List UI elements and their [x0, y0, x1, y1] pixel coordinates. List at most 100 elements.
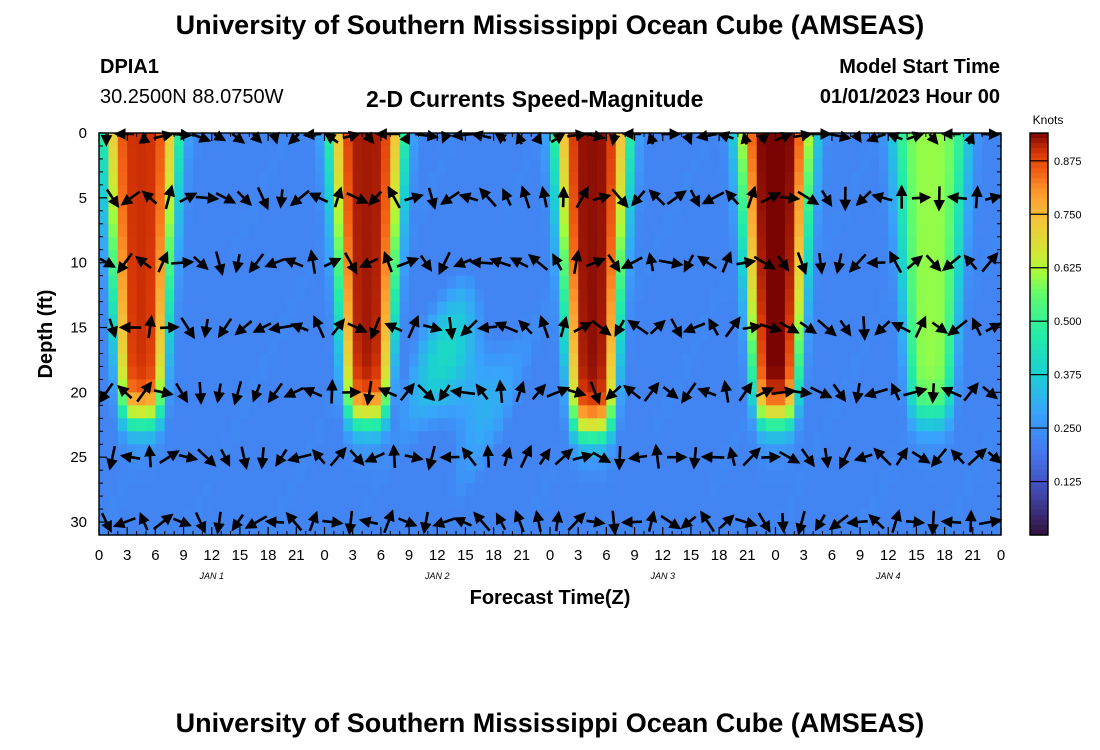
- heatmap-cell: [813, 431, 824, 445]
- heatmap-cell: [145, 340, 156, 355]
- heatmap-cell: [99, 470, 109, 484]
- heatmap-cell: [164, 392, 175, 406]
- heatmap-cell: [427, 470, 438, 484]
- heatmap-cell: [531, 431, 542, 445]
- heatmap-cell: [437, 275, 448, 290]
- heatmap-cell: [954, 288, 965, 303]
- heatmap-cell: [540, 145, 551, 160]
- heatmap-cell: [239, 392, 250, 406]
- heatmap-cell: [841, 405, 852, 419]
- heatmap-cell: [700, 275, 711, 290]
- heatmap-cell: [258, 392, 269, 406]
- heatmap-cell: [822, 379, 833, 393]
- heatmap-cell: [399, 275, 410, 290]
- heatmap-cell: [596, 353, 607, 368]
- heatmap-cell: [568, 145, 579, 160]
- heatmap-cell: [653, 522, 664, 536]
- heatmap-cell: [268, 275, 279, 290]
- heatmap-cell: [446, 314, 457, 329]
- heatmap-cell: [465, 314, 476, 329]
- heatmap-cell: [831, 483, 842, 497]
- heatmap-cell: [258, 340, 269, 355]
- colorbar-segment: [1030, 138, 1048, 144]
- heatmap-cell: [437, 379, 448, 393]
- current-vector: [404, 451, 424, 463]
- heatmap-cell: [728, 366, 739, 380]
- heatmap-cell: [907, 171, 918, 186]
- heatmap-cell: [145, 366, 156, 380]
- heatmap-cell: [192, 249, 203, 264]
- heatmap-cell: [145, 210, 156, 225]
- heatmap-cell: [399, 327, 410, 342]
- heatmap-cell: [860, 158, 871, 173]
- heatmap-cell: [474, 223, 485, 238]
- heatmap-cell: [108, 340, 119, 355]
- current-vector: [426, 187, 438, 211]
- heatmap-cell: [315, 210, 326, 225]
- heatmap-cell: [925, 197, 936, 212]
- heatmap-cell: [784, 301, 795, 316]
- colorbar-segment: [1030, 278, 1048, 285]
- heatmap-cell: [399, 197, 410, 212]
- heatmap-cell: [831, 288, 842, 303]
- heatmap-cell: [380, 340, 391, 355]
- heatmap-cell: [963, 158, 974, 173]
- heatmap-cell: [888, 366, 899, 380]
- heatmap-cell: [427, 418, 438, 432]
- heatmap-cell: [991, 496, 1002, 510]
- current-vector: [931, 321, 949, 334]
- current-vector: [153, 386, 174, 398]
- heatmap-cell: [343, 236, 354, 251]
- heatmap-cell: [512, 158, 523, 173]
- heatmap-cell: [136, 392, 147, 406]
- heatmap-cell: [418, 133, 429, 147]
- heatmap-cell: [540, 236, 551, 251]
- heatmap-cell: [474, 470, 485, 484]
- heatmap-cell: [907, 366, 918, 380]
- heatmap-cell: [380, 314, 391, 329]
- heatmap-cell: [784, 340, 795, 355]
- heatmap-cell: [108, 262, 119, 277]
- heatmap-cell: [690, 327, 701, 342]
- heatmap-cell: [700, 483, 711, 497]
- heatmap-cell: [850, 379, 861, 393]
- heatmap-cell: [456, 158, 467, 173]
- heatmap-cell: [512, 418, 523, 432]
- heatmap-cell: [399, 249, 410, 264]
- heatmap-cell: [286, 444, 297, 458]
- heatmap-cell: [822, 431, 833, 445]
- heatmap-cell: [860, 392, 871, 406]
- heatmap-cell: [991, 288, 1002, 303]
- heatmap-cell: [615, 314, 626, 329]
- heatmap-cell: [409, 223, 420, 238]
- current-vector: [797, 190, 820, 206]
- heatmap-cell: [794, 496, 805, 510]
- heatmap-cell: [991, 197, 1002, 212]
- heatmap-cell: [324, 145, 335, 160]
- heatmap-cell: [672, 444, 683, 458]
- heatmap-cell: [578, 431, 589, 445]
- heatmap-cell: [991, 171, 1002, 186]
- heatmap-cell: [982, 184, 993, 199]
- current-vector: [793, 386, 813, 399]
- heatmap-cell: [813, 145, 824, 160]
- heatmap-cell: [803, 171, 814, 186]
- chart-title: University of Southern Mississippi Ocean…: [175, 10, 925, 40]
- heatmap-cell: [127, 509, 138, 523]
- heatmap-cell: [117, 522, 128, 536]
- heatmap-cell: [333, 418, 344, 432]
- colorbar-segment: [1030, 248, 1048, 255]
- current-vector: [153, 130, 175, 142]
- heatmap-cell: [286, 223, 297, 238]
- heatmap-cell: [897, 496, 908, 510]
- heatmap-cell: [869, 353, 880, 368]
- current-vector: [817, 319, 837, 337]
- heatmap-cell: [380, 275, 391, 290]
- heatmap-cell: [249, 340, 260, 355]
- heatmap-cell: [578, 418, 589, 432]
- heatmap-cell: [136, 353, 147, 368]
- heatmap-cell: [531, 366, 542, 380]
- heatmap-cell: [578, 379, 589, 393]
- heatmap-cell: [324, 223, 335, 238]
- heatmap-cell: [174, 483, 185, 497]
